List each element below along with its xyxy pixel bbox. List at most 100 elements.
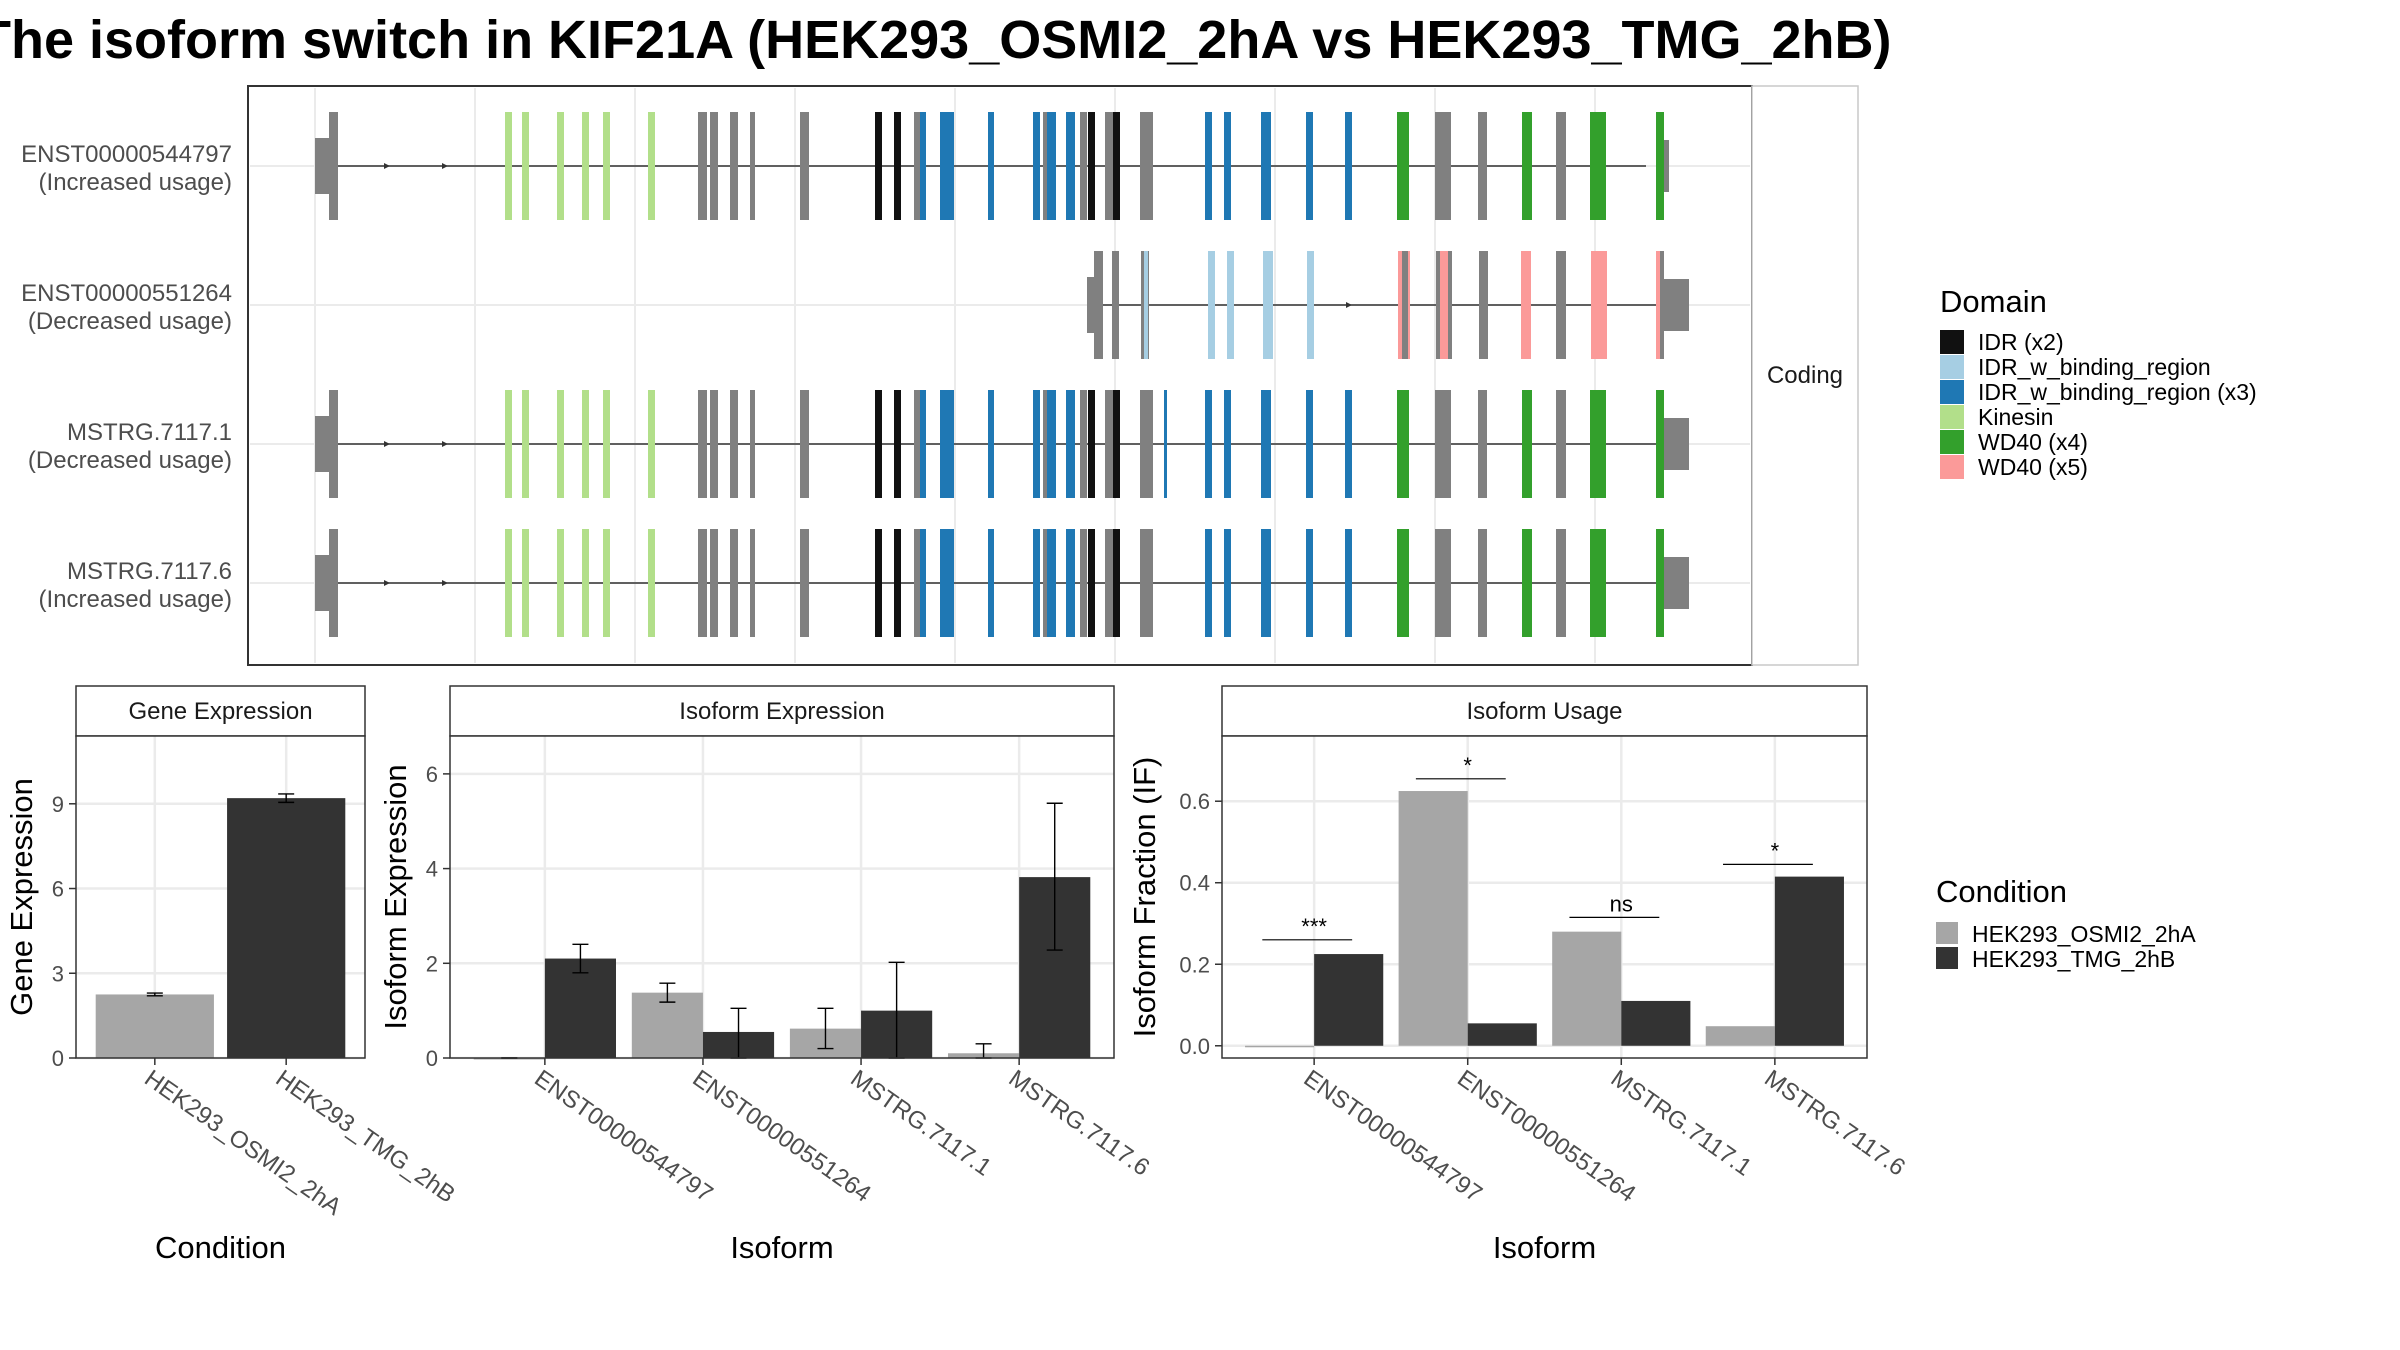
- y-tick-label: 0.0: [1179, 1034, 1210, 1059]
- domain-legend-title: Domain: [1940, 284, 2047, 319]
- error-bar: [817, 1007, 834, 1050]
- domain-label-idr-w-binding-x3: IDR_w_binding_region (x3): [1978, 379, 2257, 405]
- bar-1-1: [1467, 1023, 1537, 1046]
- domain-swatch-idr-w-binding: [1940, 355, 1964, 379]
- chart-title: Isoform Expression: [679, 698, 884, 725]
- y-tick-label: 6: [52, 877, 64, 902]
- isoform-track-4: [315, 529, 1689, 637]
- exon: [698, 112, 707, 220]
- exon: [1345, 112, 1352, 220]
- exon: [1164, 390, 1167, 498]
- exon: [1522, 112, 1532, 220]
- exon: [582, 112, 589, 220]
- exon: [1113, 390, 1120, 498]
- exon: [730, 529, 738, 637]
- plot-frame: [449, 735, 1115, 1059]
- exon: [582, 529, 589, 637]
- exon: [603, 390, 610, 498]
- exon: [1660, 251, 1664, 359]
- exon: [1435, 112, 1451, 220]
- exon: [940, 390, 954, 498]
- exon: [1556, 112, 1566, 220]
- utr-5prime: [1087, 277, 1097, 333]
- domain-swatch-wd40-x4: [1940, 430, 1964, 454]
- bar-charts: Gene Expression0369HEK293_OSMI2_2hAHEK29…: [4, 685, 1910, 1265]
- utr-3prime: [1663, 418, 1689, 470]
- isoform-label-2: ENST00000551264: [21, 280, 232, 307]
- exon: [648, 529, 655, 637]
- exon: [582, 390, 589, 498]
- exon: [1556, 251, 1566, 359]
- chart-title: Gene Expression: [128, 698, 312, 725]
- exon: [1205, 112, 1212, 220]
- bar-1-3: [1774, 876, 1844, 1046]
- exon: [1144, 251, 1148, 359]
- exon: [1261, 112, 1271, 220]
- plot-frame: [75, 735, 366, 1059]
- y-axis-title: Isoform Expression: [378, 764, 413, 1029]
- exon: [750, 390, 755, 498]
- exon: [1263, 251, 1273, 359]
- exon: [914, 529, 923, 637]
- isoform-label-1: ENST00000544797: [21, 141, 232, 168]
- exon: [505, 112, 512, 220]
- exon: [1145, 112, 1153, 220]
- exon: [1205, 390, 1212, 498]
- exon: [1556, 390, 1566, 498]
- isoform-note-3: (Decreased usage): [28, 447, 232, 474]
- error-bar: [278, 793, 295, 804]
- utr-3prime: [1663, 140, 1669, 192]
- exon: [1105, 112, 1114, 220]
- exon: [522, 112, 529, 220]
- exon: [920, 529, 926, 637]
- main-title: The isoform switch in KIF21A (HEK293_OSM…: [0, 10, 1892, 70]
- exon: [1479, 251, 1488, 359]
- bar-0-3: [1705, 1026, 1775, 1046]
- exon: [1227, 251, 1234, 359]
- y-axis-title: Isoform Fraction (IF): [1127, 757, 1162, 1038]
- exon: [1345, 529, 1352, 637]
- exon: [920, 390, 926, 498]
- exon: [894, 390, 901, 498]
- exon: [750, 112, 755, 220]
- condition-label-b: HEK293_TMG_2hB: [1972, 946, 2175, 972]
- y-tick-label: 0.4: [1179, 871, 1210, 896]
- error-bar: [572, 943, 589, 974]
- exon: [522, 390, 529, 498]
- exon: [329, 112, 338, 220]
- exon: [1656, 529, 1664, 637]
- exon: [557, 529, 564, 637]
- exon: [329, 390, 338, 498]
- bar-0-1: [1398, 791, 1468, 1046]
- y-tick-label: 6: [426, 762, 438, 787]
- exon: [648, 112, 655, 220]
- y-tick-label: 2: [426, 951, 438, 976]
- exon: [1205, 529, 1212, 637]
- exon: [1397, 112, 1409, 220]
- domain-swatch-idr-w-binding-x3: [1940, 380, 1964, 404]
- exon: [1397, 390, 1409, 498]
- isoform-note-1: (Increased usage): [39, 169, 232, 196]
- exon: [1043, 390, 1050, 498]
- exon: [1145, 390, 1153, 498]
- exon: [1080, 529, 1087, 637]
- domain-label-kinesin: Kinesin: [1978, 404, 2053, 430]
- chart-strip: [449, 685, 1115, 737]
- exon: [1224, 529, 1231, 637]
- exon: [730, 390, 738, 498]
- domain-swatch-wd40-x5: [1940, 455, 1964, 479]
- exon: [522, 529, 529, 637]
- exon: [750, 529, 755, 637]
- coding-strip: [1751, 85, 1859, 666]
- exon: [914, 390, 923, 498]
- bar-1-0: [1314, 954, 1384, 1046]
- exon: [1306, 529, 1313, 637]
- exon: [1397, 529, 1409, 637]
- exon: [1088, 390, 1095, 498]
- exon: [1088, 529, 1095, 637]
- exon: [648, 390, 655, 498]
- exon: [1043, 529, 1050, 637]
- isoform-label-3: MSTRG.7117.1: [67, 419, 232, 446]
- exon: [730, 112, 738, 220]
- exon: [1656, 112, 1664, 220]
